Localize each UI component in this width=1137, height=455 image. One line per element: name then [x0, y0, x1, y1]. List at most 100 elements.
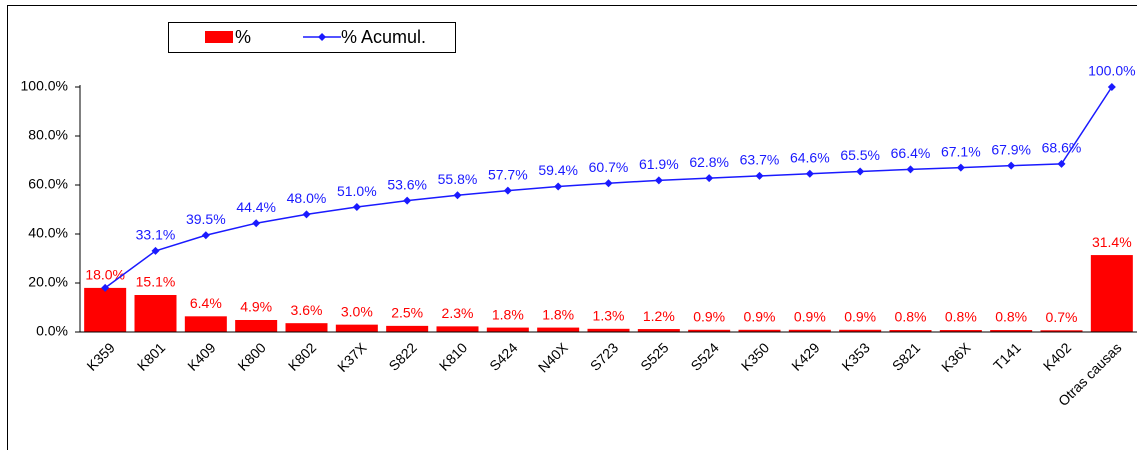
line-marker	[554, 182, 562, 190]
y-tick-label: 80.0%	[28, 127, 68, 143]
line-marker	[303, 210, 311, 218]
line-value-label: 66.4%	[891, 145, 931, 161]
bar	[84, 288, 126, 332]
bar-value-label: 0.8%	[945, 309, 977, 325]
line-value-label: 59.4%	[538, 162, 578, 178]
bar-value-label: 0.9%	[693, 308, 725, 324]
line-marker	[403, 197, 411, 205]
x-tick-label: K810	[436, 339, 471, 374]
x-tick-label: K409	[184, 339, 219, 374]
cumulative-line	[105, 87, 1112, 288]
line-marker	[353, 203, 361, 211]
chart-frame	[8, 6, 1137, 451]
bar	[185, 316, 227, 332]
line-marker	[756, 172, 764, 180]
x-tick-label: S424	[486, 339, 521, 374]
bar-value-label: 1.8%	[542, 306, 574, 322]
bar-value-label: 0.9%	[844, 308, 876, 324]
y-tick-label: 40.0%	[28, 225, 68, 241]
line-value-label: 44.4%	[236, 199, 276, 215]
line-marker	[1058, 160, 1066, 168]
x-tick-label: K802	[285, 339, 320, 374]
bar-value-label: 2.3%	[442, 305, 474, 321]
bar-value-label: 1.3%	[593, 308, 625, 324]
line-value-label: 67.1%	[941, 143, 981, 159]
line-value-label: 57.7%	[488, 166, 528, 182]
line-value-label: 55.8%	[438, 171, 478, 187]
line-value-label: 48.0%	[287, 190, 327, 206]
bar	[135, 295, 177, 332]
line-value-label: 60.7%	[589, 159, 629, 175]
bar-value-label: 0.9%	[744, 308, 776, 324]
line-marker	[454, 191, 462, 199]
legend-swatch	[205, 31, 233, 43]
x-tick-label: K359	[83, 339, 118, 374]
x-tick-label: K402	[1040, 339, 1075, 374]
line-marker	[957, 164, 965, 172]
x-tick-label: S723	[587, 339, 622, 374]
line-value-label: 39.5%	[186, 211, 226, 227]
line-value-label: 53.6%	[387, 176, 427, 192]
bar-value-label: 0.8%	[995, 309, 1027, 325]
line-marker	[907, 165, 915, 173]
bar-value-label: 2.5%	[391, 305, 423, 321]
line-value-label: 51.0%	[337, 183, 377, 199]
bar	[437, 326, 479, 332]
bar-value-label: 1.2%	[643, 308, 675, 324]
line-value-label: 64.6%	[790, 149, 830, 165]
line-marker	[202, 231, 210, 239]
x-tick-label: T141	[990, 339, 1024, 373]
x-tick-label: S821	[889, 339, 924, 374]
bar-value-label: 3.0%	[341, 303, 373, 319]
bar-value-label: 15.1%	[136, 274, 176, 290]
x-tick-label: K800	[234, 339, 269, 374]
legend-label: % Acumul.	[341, 27, 426, 47]
x-tick-label: S524	[687, 339, 722, 374]
bar-value-label: 4.9%	[240, 299, 272, 315]
line-marker	[655, 176, 663, 184]
line-value-label: 100.0%	[1088, 63, 1135, 79]
x-tick-label: S525	[637, 339, 672, 374]
bar	[286, 323, 328, 332]
y-tick-label: 20.0%	[28, 274, 68, 290]
line-value-label: 61.9%	[639, 156, 679, 172]
line-marker	[705, 174, 713, 182]
line-marker	[1007, 162, 1015, 170]
line-marker	[856, 168, 864, 176]
bar-value-label: 18.0%	[85, 267, 125, 283]
bar-value-label: 6.4%	[190, 295, 222, 311]
x-tick-label: K429	[788, 339, 823, 374]
bar	[386, 326, 428, 332]
bar	[487, 328, 529, 332]
line-marker	[806, 170, 814, 178]
bar-value-label: 1.8%	[492, 306, 524, 322]
bar	[235, 320, 277, 332]
y-tick-label: 60.0%	[28, 176, 68, 192]
y-tick-label: 100.0%	[21, 78, 68, 94]
line-marker	[252, 219, 260, 227]
x-tick-label: N40X	[535, 339, 572, 376]
x-tick-label: K36X	[938, 339, 974, 375]
line-value-label: 67.9%	[991, 141, 1031, 157]
line-marker	[1108, 83, 1116, 91]
line-value-label: 33.1%	[136, 227, 176, 243]
y-tick-label: 0.0%	[36, 323, 68, 339]
legend-label: %	[235, 27, 251, 47]
line-marker	[605, 179, 613, 187]
bar-value-label: 3.6%	[291, 302, 323, 318]
bar	[1091, 255, 1133, 332]
bar	[336, 325, 378, 332]
x-tick-label: K801	[134, 339, 169, 374]
x-tick-label: K353	[838, 339, 873, 374]
line-value-label: 63.7%	[740, 152, 780, 168]
bar-value-label: 0.9%	[794, 308, 826, 324]
line-marker	[504, 187, 512, 195]
x-tick-label: K350	[738, 339, 773, 374]
line-value-label: 62.8%	[689, 154, 729, 170]
bar-value-label: 0.8%	[895, 309, 927, 325]
line-value-label: 68.6%	[1042, 140, 1082, 156]
bar-value-label: 0.7%	[1046, 309, 1078, 325]
x-tick-label: K37X	[334, 339, 370, 375]
x-tick-label: S822	[385, 339, 420, 374]
